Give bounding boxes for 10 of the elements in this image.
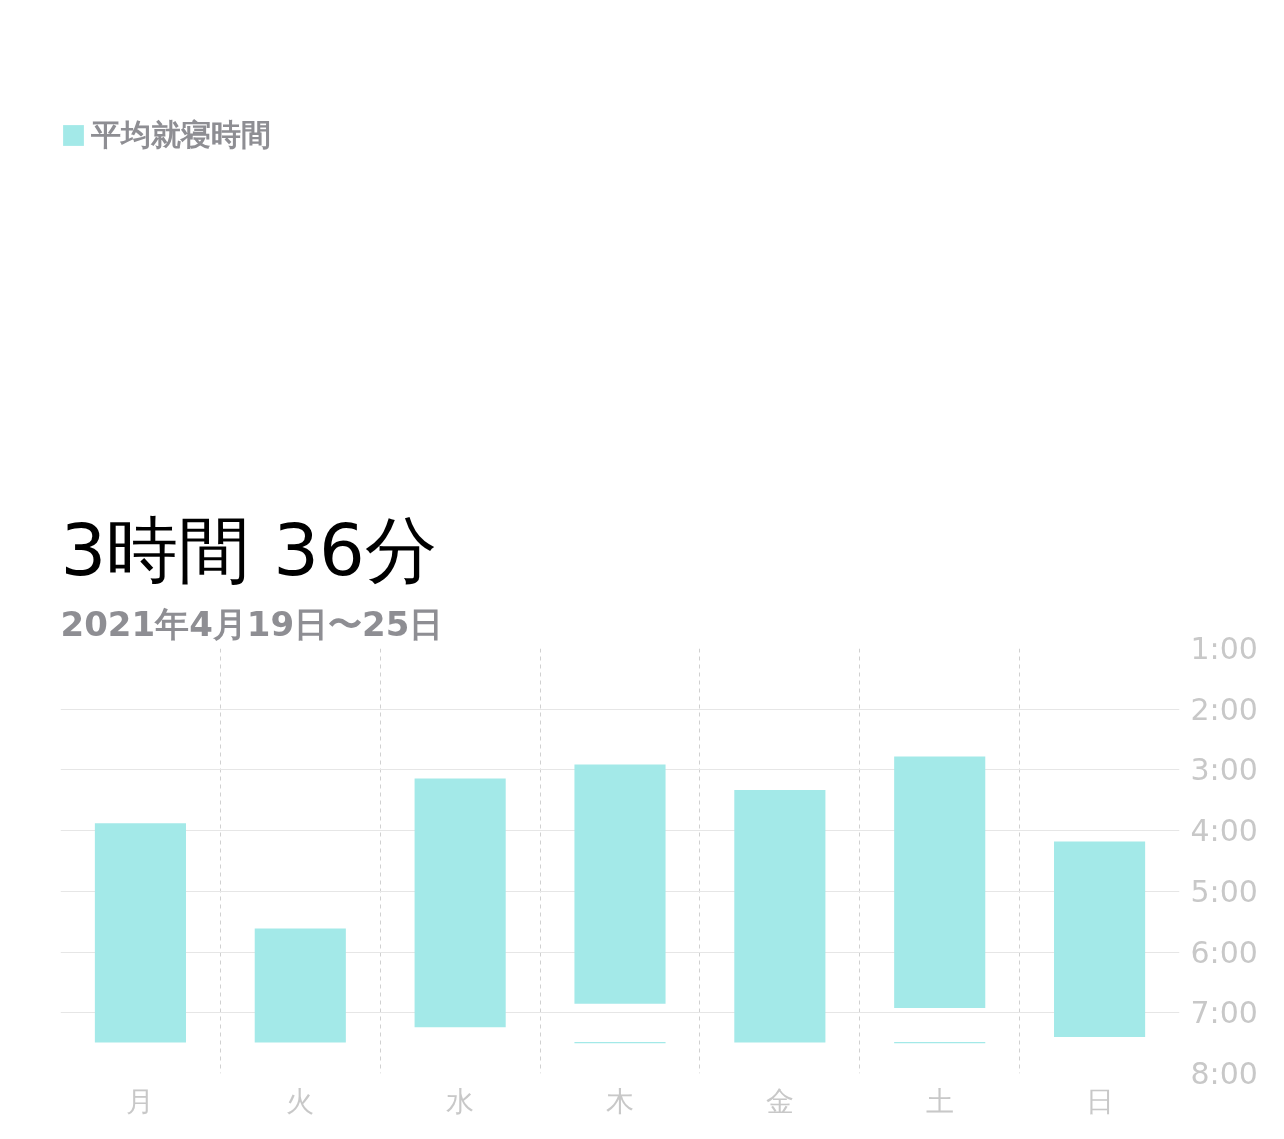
bar bbox=[414, 778, 506, 1028]
bar bbox=[894, 756, 986, 1008]
chart-subtitle: 3時間 36分 bbox=[60, 507, 437, 592]
bar bbox=[734, 789, 826, 1043]
text: 2021年4月19日〜25日 bbox=[60, 603, 444, 644]
legend-label: 平均就寝時間 bbox=[91, 115, 271, 154]
bar bbox=[94, 823, 186, 1043]
bar bbox=[574, 764, 666, 1004]
bar bbox=[1054, 841, 1146, 1038]
bar bbox=[254, 928, 346, 1043]
